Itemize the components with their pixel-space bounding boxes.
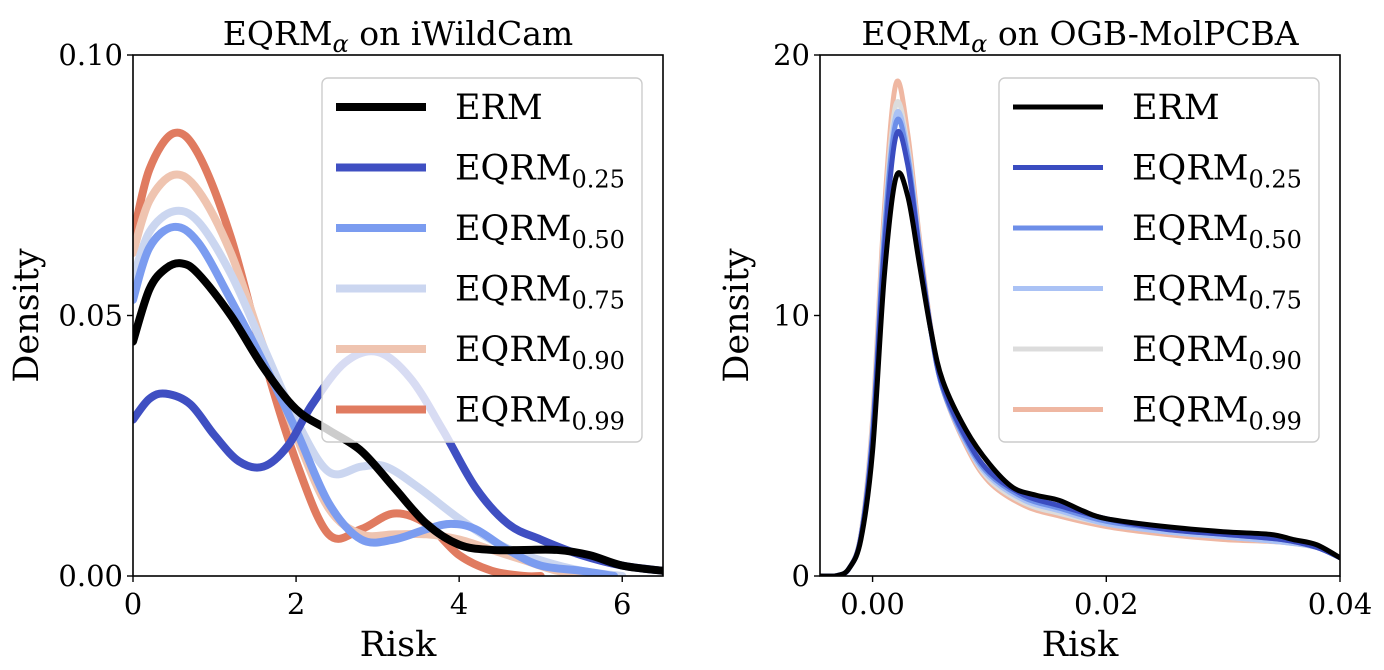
series-group	[820, 78, 1340, 576]
x-tick-label: 0.02	[1074, 587, 1139, 621]
legend-label-eqrm-025: EQRM0.25	[1132, 149, 1302, 194]
y-axis-label: Density	[7, 248, 47, 383]
chart-title: EQRMα on iWildCam	[223, 14, 573, 58]
y-axis-label: Density	[717, 248, 757, 383]
legend-label-erm: ERM	[1132, 88, 1220, 128]
chart-title: EQRMα on OGB-MolPCBA	[861, 14, 1299, 58]
x-tick-label: 2	[287, 587, 305, 621]
right-chart-ogb-molpcba: EQRMα on OGB-MolPCBA 0.00 0.02 0.04 0 10 20 Ris…	[717, 14, 1372, 665]
legend-label-eqrm-050: EQRM0.50	[1132, 209, 1302, 254]
legend-label-eqrm-025: EQRM0.25	[455, 149, 625, 194]
legend-label-eqrm-090: EQRM0.90	[1132, 330, 1302, 375]
x-axis-label: Risk	[360, 625, 438, 665]
chart-title-rest: on OGB-MolPCBA	[987, 14, 1299, 53]
y-tick-label: 0.10	[58, 38, 123, 72]
y-tick-label: 20	[773, 38, 810, 72]
legend-box	[321, 77, 643, 443]
x-tick-label: 6	[613, 587, 631, 621]
legend-label-eqrm-050: EQRM0.50	[455, 209, 625, 254]
x-tick-label: 0	[124, 587, 142, 621]
x-axis-label: Risk	[1042, 625, 1120, 665]
legend-label-eqrm-075: EQRM0.75	[455, 270, 625, 315]
legend-label-erm: ERM	[455, 88, 543, 128]
chart-title-rest: on iWildCam	[349, 14, 573, 53]
legend-label-eqrm-099: EQRM0.99	[455, 391, 625, 436]
chart-title-subscript: α	[971, 30, 987, 58]
legend-label-eqrm-099: EQRM0.99	[1132, 391, 1302, 436]
x-tick-label: 0.00	[840, 587, 905, 621]
legend: ERM EQRM0.25 EQRM0.50 EQRM0.75 EQRM0.90 EQRM0…	[321, 77, 643, 443]
y-tick-label: 0.00	[58, 559, 123, 593]
y-tick-label: 10	[773, 299, 810, 333]
legend: ERM EQRM0.25 EQRM0.50 EQRM0.75 EQRM0.90 EQRM0…	[998, 77, 1320, 443]
chart-title-main: EQRM	[223, 14, 333, 53]
erm-curve	[820, 170, 1340, 576]
legend-label-eqrm-075: EQRM0.75	[1132, 270, 1302, 315]
legend-label-eqrm-090: EQRM0.90	[455, 330, 625, 375]
erm-curve	[133, 259, 663, 575]
y-tick-label: 0	[792, 559, 810, 593]
x-tick-label: 0.04	[1308, 587, 1373, 621]
chart-title-main: EQRM	[861, 14, 971, 53]
left-chart-iwildcam: EQRMα on iWildCam 0 2 4 6 0.00 0.05 0.10 Risk Den…	[7, 14, 664, 665]
eqrm-099-curve	[133, 128, 545, 576]
x-tick-label: 4	[450, 587, 468, 621]
y-tick-label: 0.05	[58, 299, 123, 333]
chart-title-subscript: α	[333, 30, 349, 58]
legend-box	[998, 77, 1320, 443]
